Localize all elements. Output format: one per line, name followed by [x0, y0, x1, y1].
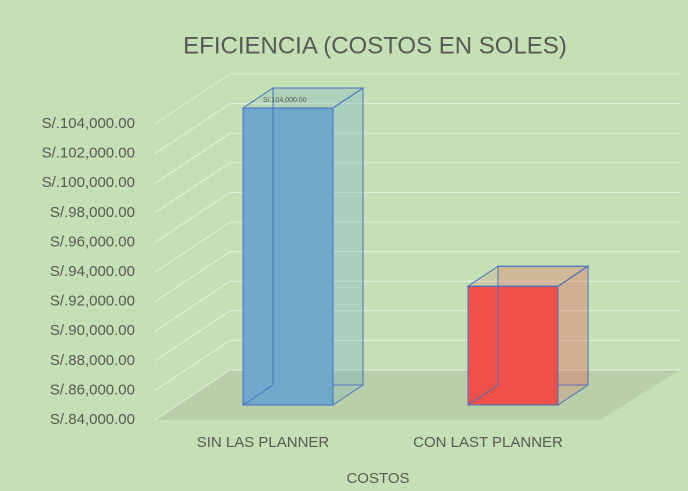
- bar-edge: [242, 384, 274, 406]
- bar: [242, 107, 334, 406]
- chart-title: EFICIENCIA (COSTOS EN SOLES): [183, 32, 567, 59]
- grid-line-side: [154, 251, 231, 303]
- y-tick-label: S/.84,000.00: [50, 411, 135, 428]
- y-tick-label: S/.104,000.00: [42, 115, 135, 132]
- y-tick-label: S/.94,000.00: [50, 263, 135, 280]
- bar-edge: [467, 384, 499, 406]
- bar-side: [557, 265, 589, 406]
- grid-line-side: [154, 132, 231, 184]
- x-tick-label: CON LAST PLANNER: [413, 434, 563, 451]
- y-tick-label: S/.102,000.00: [42, 145, 135, 162]
- y-tick-label: S/.98,000.00: [50, 204, 135, 221]
- bar: [467, 285, 559, 406]
- y-tick-label: S/.96,000.00: [50, 233, 135, 250]
- grid-line-side: [154, 162, 231, 214]
- y-tick-label: S/.90,000.00: [50, 322, 135, 339]
- grid-line-side: [154, 191, 231, 243]
- floor: [155, 370, 680, 420]
- x-axis-label: COSTOS: [346, 470, 409, 487]
- grid-line-side: [154, 280, 231, 332]
- x-tick-label: SIN LAS PLANNER: [197, 434, 330, 451]
- y-tick-label: S/.92,000.00: [50, 293, 135, 310]
- grid-line-side: [154, 103, 231, 155]
- y-tick-label: S/.100,000.00: [42, 174, 135, 191]
- data-label: S/.104,000.00: [263, 97, 307, 104]
- grid-line-side: [154, 339, 231, 391]
- grid-line-side: [154, 369, 231, 421]
- y-tick-label: S/.88,000.00: [50, 352, 135, 369]
- grid-line-side: [154, 73, 231, 125]
- bar-side: [332, 87, 364, 406]
- grid-line-side: [154, 221, 231, 273]
- y-tick-label: S/.86,000.00: [50, 381, 135, 398]
- grid-line-side: [154, 310, 231, 362]
